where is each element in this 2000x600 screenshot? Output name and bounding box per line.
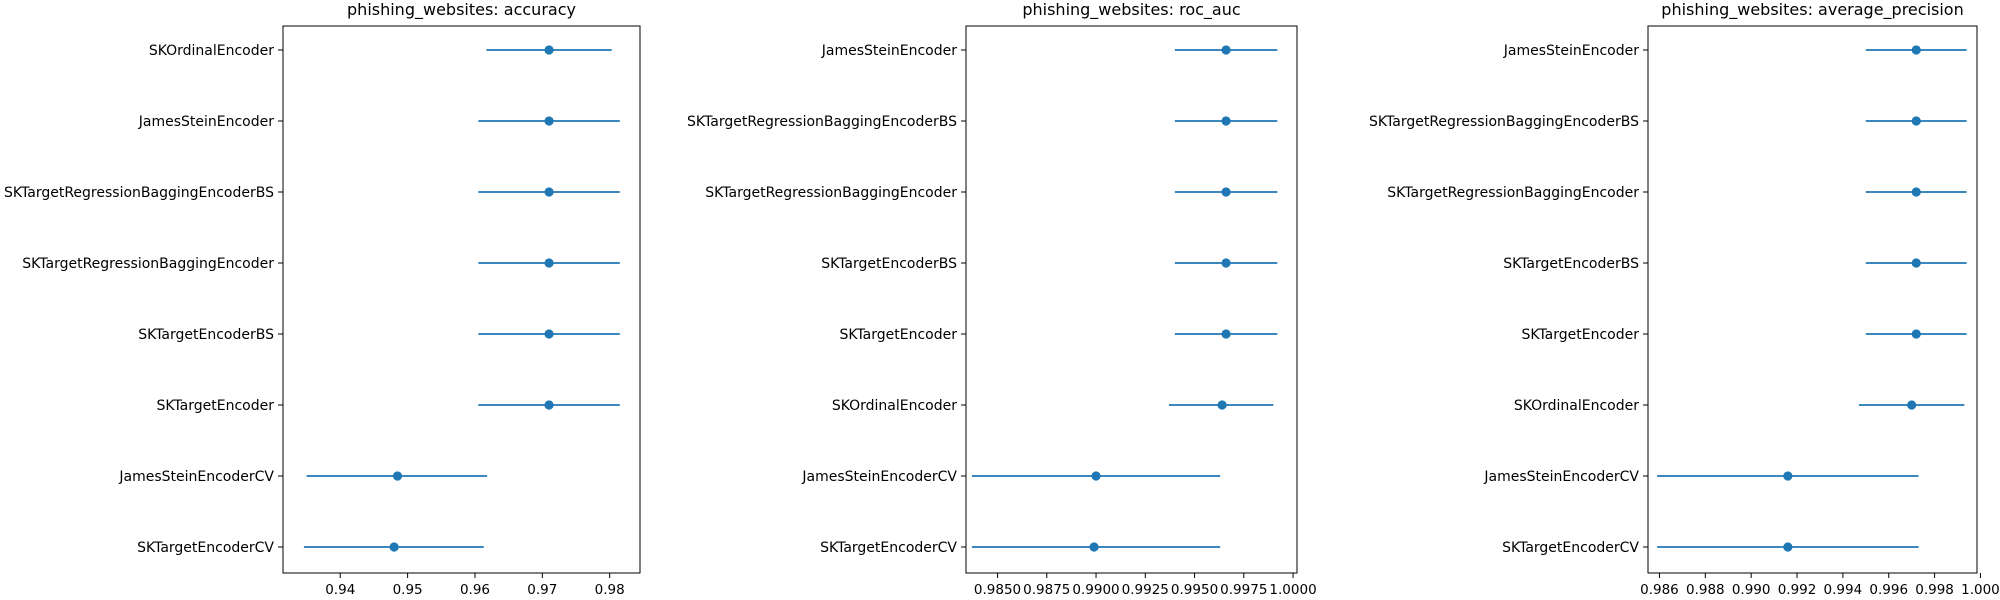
x-tick-label: 0.97 (527, 582, 557, 598)
subplot-title: phishing_websites: average_precision (1661, 0, 1963, 20)
mean-point (1089, 542, 1099, 552)
x-tick-label: 0.988 (1686, 582, 1725, 598)
subplot-title: phishing_websites: accuracy (347, 0, 576, 20)
mean-point (1091, 471, 1101, 481)
mean-point (389, 542, 399, 552)
x-tick-label: 0.998 (1915, 582, 1954, 598)
y-tick-label: SKTargetEncoderBS (138, 327, 274, 343)
y-tick-label: SKOrdinalEncoder (1514, 398, 1639, 414)
x-tick-label: 0.992 (1778, 582, 1817, 598)
y-tick-label: SKTargetRegressionBaggingEncoder (1387, 185, 1639, 201)
y-tick-label: SKOrdinalEncoder (832, 398, 957, 414)
x-tick-label: 0.990 (1732, 582, 1771, 598)
mean-point (1217, 400, 1227, 410)
x-tick-label: 0.9975 (1220, 582, 1267, 598)
y-tick-label: SKTargetEncoder (156, 398, 274, 414)
mean-point (1911, 45, 1921, 55)
x-tick-label: 0.9900 (1072, 582, 1119, 598)
subplot-1: phishing_websites: accuracy 0.94 0.95 0.96 0… (4, 0, 641, 598)
mean-point (544, 45, 554, 55)
mean-point (1911, 258, 1921, 268)
y-tick-label: JamesSteinEncoderCV (118, 469, 274, 485)
y-tick-label: JamesSteinEncoderCV (801, 469, 957, 485)
x-tick-label: 0.986 (1640, 582, 1679, 598)
subplot-3: phishing_websites: average_precision 0.98… (1369, 0, 2000, 598)
y-tick-label: SKTargetEncoderBS (1503, 256, 1639, 272)
x-tick-label: 0.95 (393, 582, 423, 598)
x-tick-label: 0.9850 (974, 582, 1021, 598)
mean-point (1221, 329, 1231, 339)
mean-point (544, 400, 554, 410)
x-tick-label: 0.9925 (1122, 582, 1169, 598)
x-tick-label: 0.9950 (1171, 582, 1218, 598)
mean-point (1221, 116, 1231, 126)
y-tick-label: SKOrdinalEncoder (149, 43, 274, 59)
x-tick-label: 1.0000 (1269, 582, 1316, 598)
mean-point (544, 258, 554, 268)
mean-point (544, 187, 554, 197)
mean-point (544, 116, 554, 126)
mean-point (1783, 471, 1793, 481)
mean-point (1907, 400, 1917, 410)
mean-point (1783, 542, 1793, 552)
subplot-title: phishing_websites: roc_auc (1022, 0, 1240, 20)
y-tick-label: SKTargetEncoderBS (821, 256, 957, 272)
y-tick-label: JamesSteinEncoder (821, 43, 957, 59)
mean-point (1221, 187, 1231, 197)
y-tick-label: SKTargetEncoderCV (137, 540, 274, 556)
x-tick-label: 0.98 (595, 582, 625, 598)
x-tick-label: 0.994 (1824, 582, 1863, 598)
y-tick-label: SKTargetEncoder (839, 327, 957, 343)
y-tick-label: SKTargetEncoderCV (820, 540, 957, 556)
mean-point (1911, 187, 1921, 197)
x-tick-label: 0.996 (1869, 582, 1908, 598)
axes-frame (1647, 25, 1978, 574)
mean-point (544, 329, 554, 339)
axes-frame (965, 25, 1298, 574)
y-tick-label: SKTargetRegressionBaggingEncoderBS (687, 114, 957, 130)
mean-point (1911, 116, 1921, 126)
y-tick-label: JamesSteinEncoder (1503, 43, 1639, 59)
mean-point (1221, 258, 1231, 268)
mean-point (1221, 45, 1231, 55)
y-tick-label: SKTargetEncoderCV (1502, 540, 1639, 556)
x-tick-label: 1.000 (1961, 582, 2000, 598)
mean-point (1911, 329, 1921, 339)
x-tick-label: 0.96 (460, 582, 490, 598)
y-tick-label: SKTargetRegressionBaggingEncoderBS (1369, 114, 1639, 130)
x-tick-label: 0.9875 (1023, 582, 1070, 598)
axes-frame (282, 25, 641, 574)
y-tick-label: SKTargetRegressionBaggingEncoder (705, 185, 957, 201)
mean-point (392, 471, 403, 481)
x-tick-label: 0.94 (325, 582, 355, 598)
y-tick-label: SKTargetRegressionBaggingEncoderBS (4, 185, 274, 201)
y-tick-label: JamesSteinEncoder (138, 114, 274, 130)
y-tick-label: SKTargetRegressionBaggingEncoder (22, 256, 274, 272)
y-tick-label: SKTargetEncoder (1521, 327, 1639, 343)
y-tick-label: JamesSteinEncoderCV (1483, 469, 1639, 485)
